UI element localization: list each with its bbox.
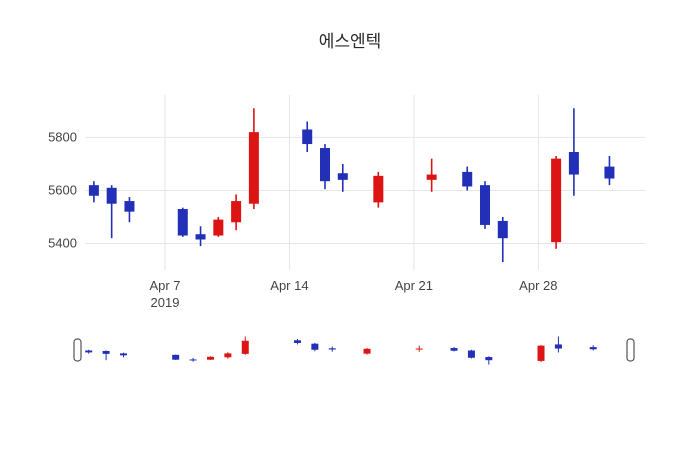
x-tick-label: Apr 28 [519, 278, 557, 293]
candle[interactable] [106, 185, 117, 239]
mini-candle-body [119, 353, 127, 356]
candle[interactable] [302, 121, 313, 153]
mini-candle-body [241, 340, 249, 354]
candle[interactable] [320, 144, 330, 190]
candle-body [604, 166, 615, 179]
x-tick-sublabel: 2019 [151, 295, 180, 310]
mini-candle-body [189, 359, 197, 361]
mini-candle-body [206, 356, 214, 360]
candle-body [497, 220, 508, 239]
candle[interactable] [337, 163, 348, 192]
candle[interactable] [604, 155, 615, 186]
candle-body [373, 175, 384, 203]
mini-candle-body [224, 353, 232, 358]
range-slider[interactable] [73, 336, 635, 365]
candle-body [106, 187, 117, 204]
candle-body [426, 174, 437, 180]
x-tick-label: Apr 14 [270, 278, 308, 293]
mini-candle-body [311, 343, 319, 350]
mini-candle-body [415, 348, 423, 350]
y-axis-tick-labels: 5400 5600 5800 [48, 129, 77, 250]
candle[interactable] [88, 181, 99, 203]
candle-body [213, 219, 224, 236]
mini-candle-body [537, 345, 545, 361]
candle[interactable] [426, 158, 437, 192]
candle-body [337, 173, 348, 180]
mini-candle-body [467, 350, 475, 358]
x-axis-tick-labels: Apr 7 2019 Apr 14 Apr 21 Apr 28 [149, 278, 557, 310]
candle-body [124, 201, 135, 212]
chart-title: 에스엔텍 [319, 32, 382, 51]
mini-candle-body [554, 344, 562, 349]
y-tick-label: 5600 [48, 182, 77, 197]
x-tick-label: Apr 7 [149, 278, 180, 293]
x-tick-label: Apr 21 [395, 278, 433, 293]
mini-candle-body [328, 348, 336, 350]
candle[interactable] [462, 166, 473, 191]
y-tick-label: 5800 [48, 129, 77, 144]
candle[interactable] [124, 197, 135, 223]
mini-candle-body [102, 350, 110, 354]
candle-body [88, 185, 99, 196]
candlestick-series[interactable] [88, 108, 615, 263]
candle[interactable] [551, 155, 562, 249]
y-tick-label: 5400 [48, 235, 77, 250]
candle-body [320, 148, 330, 182]
mini-candle-body [293, 340, 301, 343]
range-slider-right-handle[interactable] [626, 338, 635, 362]
candle-body [480, 185, 490, 225]
mini-candle-body [450, 348, 458, 351]
candle[interactable] [213, 216, 224, 237]
mini-candle-body [363, 348, 371, 354]
candle-body [248, 132, 259, 204]
candle-body [568, 152, 579, 175]
candle-body [177, 209, 188, 236]
candle[interactable] [480, 181, 490, 229]
candle[interactable] [231, 194, 242, 231]
candle[interactable] [497, 216, 508, 263]
candle-body [551, 158, 562, 243]
mini-candle-body [172, 354, 180, 360]
candle[interactable] [177, 207, 188, 237]
candle[interactable] [248, 108, 259, 210]
range-slider-left-handle[interactable] [73, 338, 82, 362]
candle-body [462, 171, 473, 187]
mini-candle-body [485, 357, 493, 361]
candle-body [302, 129, 313, 145]
candle[interactable] [195, 226, 206, 247]
candle[interactable] [373, 171, 384, 208]
candle[interactable] [568, 108, 579, 196]
candle-body [231, 201, 242, 223]
mini-candle-body [85, 350, 93, 353]
candle-body [195, 234, 206, 240]
mini-candle-body [589, 347, 597, 350]
